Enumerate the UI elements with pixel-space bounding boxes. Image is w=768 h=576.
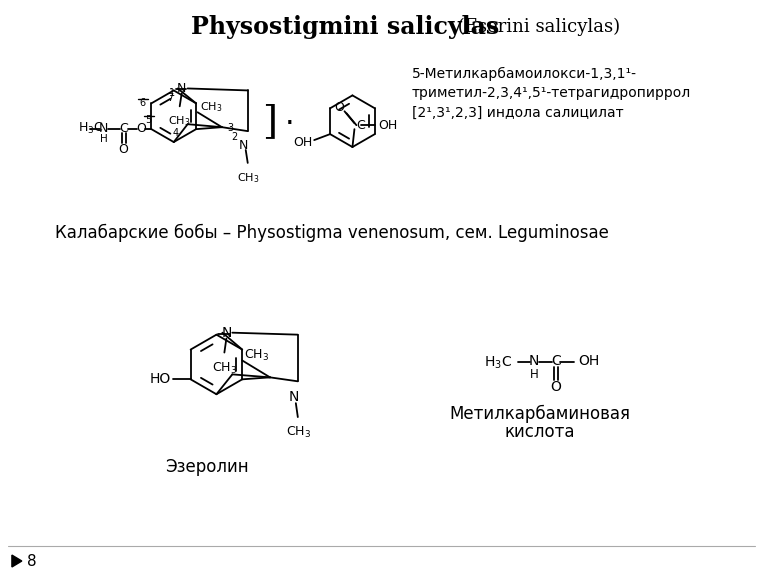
Text: 4: 4 [173, 128, 179, 138]
Text: CH$_3$: CH$_3$ [212, 361, 237, 376]
Text: CH$_3$: CH$_3$ [237, 171, 260, 185]
Text: OH: OH [379, 119, 398, 132]
Text: H: H [100, 134, 108, 144]
Text: 1: 1 [169, 88, 175, 98]
Text: [2¹,3¹,2,3] индола салицилат: [2¹,3¹,2,3] индола салицилат [412, 106, 624, 120]
Text: Метилкарбаминовая: Метилкарбаминовая [449, 405, 631, 423]
Text: ]: ] [262, 103, 277, 140]
Text: N: N [239, 139, 248, 151]
Text: N: N [177, 82, 187, 95]
Text: 5: 5 [145, 115, 151, 125]
Text: HO: HO [150, 372, 170, 386]
Text: O: O [335, 101, 345, 114]
Text: 5-Метилкарбамоилокси-1,3,1¹-: 5-Метилкарбамоилокси-1,3,1¹- [412, 66, 637, 81]
Text: CH$_3$: CH$_3$ [244, 348, 270, 363]
Text: 2: 2 [232, 132, 238, 142]
Text: O: O [137, 122, 147, 135]
Text: 3: 3 [227, 123, 233, 133]
Text: H$_3$C: H$_3$C [78, 120, 104, 136]
Text: (Eserini salicylas): (Eserini salicylas) [452, 18, 620, 36]
Text: ·: · [285, 109, 294, 139]
Text: OH: OH [293, 135, 313, 149]
Text: Калабарские бобы – Physostigma venenosum, сем. Leguminosae: Калабарские бобы – Physostigma venenosum… [55, 223, 608, 241]
Text: C: C [551, 354, 561, 369]
Polygon shape [12, 555, 22, 567]
Text: N: N [99, 122, 108, 135]
Text: O: O [551, 380, 561, 395]
Text: OH: OH [578, 354, 599, 369]
Text: CH$_3$: CH$_3$ [286, 425, 311, 440]
Text: C: C [356, 119, 365, 132]
Text: 8: 8 [27, 554, 36, 569]
Text: 7: 7 [167, 93, 174, 103]
Text: триметил-2,3,4¹,5¹-тетрагидропиррол: триметил-2,3,4¹,5¹-тетрагидропиррол [412, 86, 691, 100]
Text: H$_3$C: H$_3$C [485, 354, 512, 371]
Text: Physostigmini salicylas: Physostigmini salicylas [190, 15, 499, 39]
Text: C: C [119, 122, 128, 135]
Text: CH$_3$: CH$_3$ [200, 100, 222, 114]
Text: O: O [118, 142, 128, 156]
Text: 6: 6 [139, 98, 145, 108]
Text: N: N [221, 325, 231, 340]
Text: кислота: кислота [505, 423, 575, 441]
Text: N: N [529, 354, 539, 369]
Text: H: H [530, 368, 538, 381]
Text: CH$_3$: CH$_3$ [168, 114, 191, 128]
Text: Эзеролин: Эзеролин [164, 458, 248, 476]
Text: N: N [289, 390, 299, 404]
